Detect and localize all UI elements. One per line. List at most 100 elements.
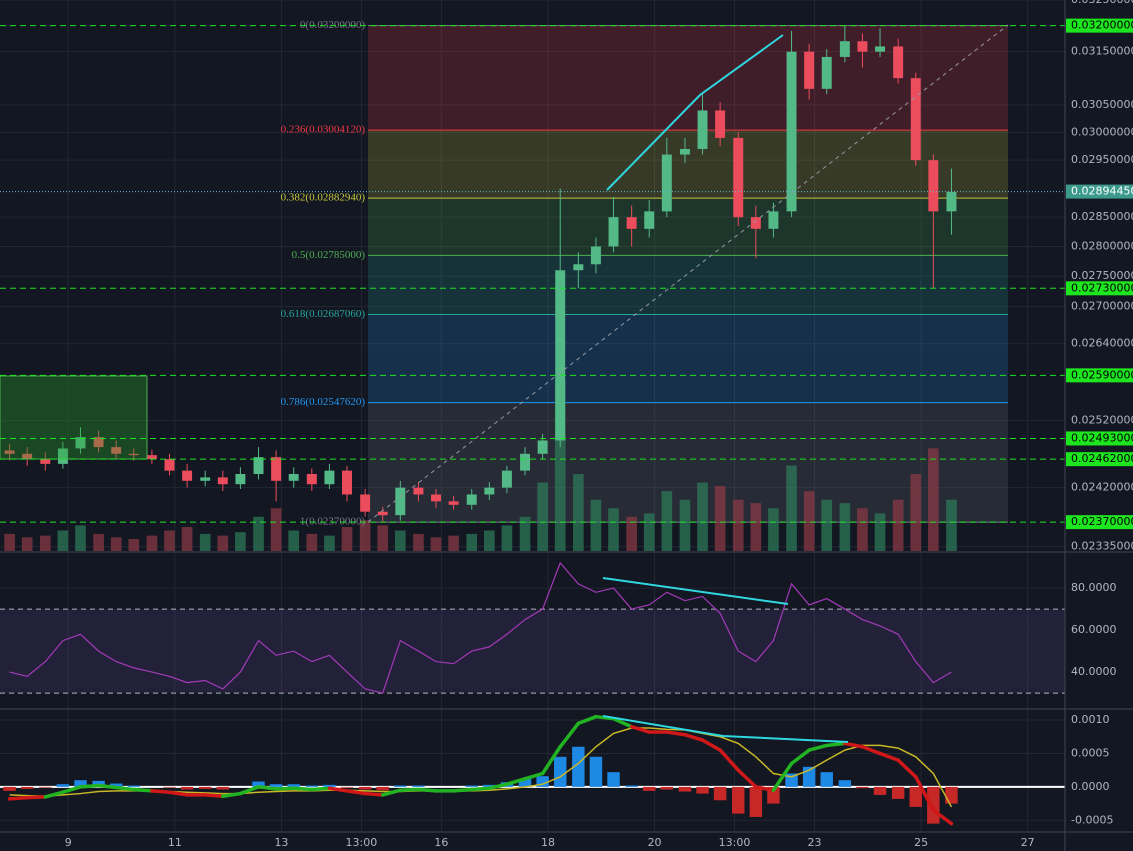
candle-body — [501, 470, 512, 488]
volume-bar — [501, 525, 513, 551]
price-label-box — [1066, 452, 1133, 467]
macd-line — [327, 786, 349, 793]
histogram-bar — [180, 786, 194, 790]
macd-line — [469, 786, 492, 792]
macd-line — [843, 741, 865, 749]
histogram-bar — [465, 785, 478, 787]
candle-body — [271, 457, 282, 481]
volume-bar — [324, 535, 335, 551]
histogram-bar — [20, 786, 34, 789]
volume-bar — [732, 499, 744, 551]
macd-line — [256, 785, 278, 791]
candle-body — [786, 51, 797, 212]
candle-body — [128, 453, 139, 456]
macd-line — [345, 789, 367, 796]
trend-line — [602, 577, 789, 605]
histogram-bar — [269, 784, 283, 787]
candle-body — [893, 46, 904, 79]
fib-level-label: 0.5(0.02785000) — [292, 249, 366, 261]
volume-bar — [697, 482, 708, 551]
histogram-bar — [873, 786, 887, 795]
y-tick-label: 0.03250000 — [1071, 0, 1133, 6]
price-label: 0.02590000 — [1071, 368, 1133, 381]
volume-bar — [714, 486, 726, 551]
volume-bar — [4, 533, 15, 551]
rsi-band — [0, 609, 1065, 694]
x-tick-label: 23 — [807, 836, 821, 849]
y-tick-label: 0.02950000 — [1071, 153, 1133, 166]
macd-line — [132, 787, 154, 793]
x-tick-label: 13:00 — [719, 836, 751, 849]
candle-body — [448, 501, 459, 505]
candle-body — [4, 450, 15, 454]
macd-line — [611, 716, 634, 729]
macd-line — [203, 793, 225, 798]
volume-bar — [306, 533, 318, 551]
y-tick-label: 0.03050000 — [1071, 98, 1133, 111]
fib-level-label: 0.382(0.02882940) — [281, 192, 366, 204]
volume-bar — [394, 530, 406, 551]
histogram-bar — [127, 785, 141, 787]
candle-body — [40, 459, 51, 464]
price-label: 0.02493000 — [1071, 431, 1133, 444]
y-tick-label: 0.0010 — [1071, 713, 1110, 726]
price-label: 0.03200000 — [1071, 19, 1133, 32]
y-tick-label: 80.0000 — [1071, 581, 1117, 594]
volume-bar — [803, 491, 815, 551]
macd-line — [683, 732, 705, 742]
volume-bar — [537, 482, 548, 551]
macd-line — [505, 777, 527, 786]
macd-line — [771, 761, 794, 792]
candle-body — [537, 440, 548, 454]
candle-body — [555, 270, 566, 441]
histogram-bar — [305, 785, 319, 787]
macd-line — [807, 743, 829, 752]
histogram-bar — [660, 786, 674, 790]
volume-bar — [270, 508, 282, 551]
histogram-bar — [838, 780, 852, 787]
macd-line — [558, 721, 581, 749]
volume-bar — [946, 499, 957, 551]
volume-bar — [786, 465, 797, 551]
volume-bar — [608, 508, 619, 551]
candle-body — [324, 470, 335, 485]
y-tick-label: 40.0000 — [1071, 665, 1117, 678]
macd-line — [380, 788, 403, 797]
y-tick-label: 0.02640000 — [1071, 337, 1133, 350]
price-label-box — [1066, 281, 1133, 296]
candle-body — [679, 148, 690, 155]
volume-bar — [110, 537, 122, 551]
volume-bar — [164, 530, 175, 551]
y-tick-label: 0.03000000 — [1071, 125, 1133, 138]
candle-body — [857, 41, 868, 52]
x-tick-label: 11 — [168, 836, 182, 849]
histogram-bar — [287, 784, 300, 787]
y-tick-label: 0.02850000 — [1071, 210, 1133, 223]
trend-line — [606, 34, 784, 191]
histogram-bar — [856, 786, 869, 789]
macd-line — [150, 789, 172, 794]
histogram-bar — [39, 786, 52, 788]
histogram-bar — [3, 786, 16, 791]
macd-line — [43, 790, 65, 799]
candle-body — [342, 470, 352, 495]
macd-line — [914, 775, 936, 813]
histogram-bar — [74, 780, 87, 787]
histogram-bar — [376, 786, 389, 791]
candle-body — [875, 46, 886, 52]
histogram-bar — [749, 786, 763, 817]
candle-body — [661, 154, 672, 212]
macd-line — [789, 748, 811, 766]
x-tick-label: 27 — [1021, 836, 1035, 849]
y-tick-label: 0.02750000 — [1071, 269, 1133, 282]
current-price-box — [1066, 184, 1133, 199]
macd-line — [25, 795, 48, 800]
x-tick-label: 9 — [65, 836, 72, 849]
histogram-bar — [909, 786, 922, 807]
price-label: 0.02730000 — [1071, 281, 1133, 294]
macd-line — [629, 724, 651, 734]
candle-body — [715, 110, 726, 138]
y-tick-label: 0.03150000 — [1071, 45, 1133, 58]
fib-band — [368, 255, 1008, 315]
